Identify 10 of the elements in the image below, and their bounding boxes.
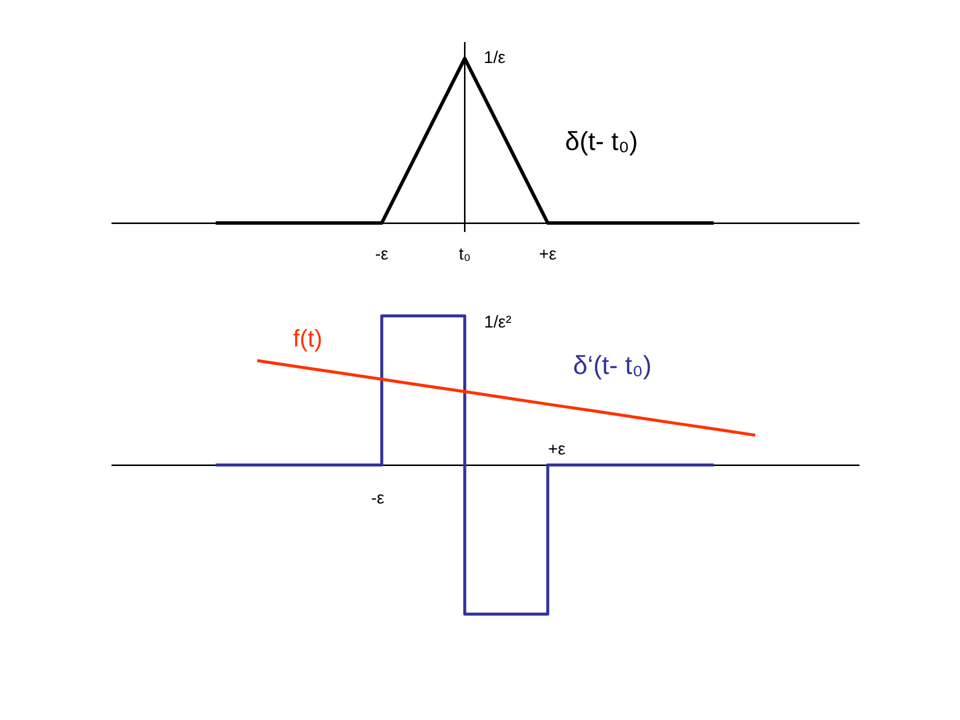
x-tick-label: t₀: [458, 244, 471, 264]
annotation: 1/ε: [484, 48, 506, 68]
series-label: f(t): [293, 326, 322, 353]
annotation: 1/ε²: [484, 312, 512, 332]
series-label: δ(t- t₀): [565, 126, 638, 156]
x-tick-label: +ε: [548, 440, 566, 459]
x-tick-label: +ε: [538, 244, 557, 264]
text: δ‘(t- t₀): [573, 350, 652, 380]
x-tick-label: -ε: [375, 244, 389, 264]
x-tick-label: -ε: [371, 488, 385, 508]
